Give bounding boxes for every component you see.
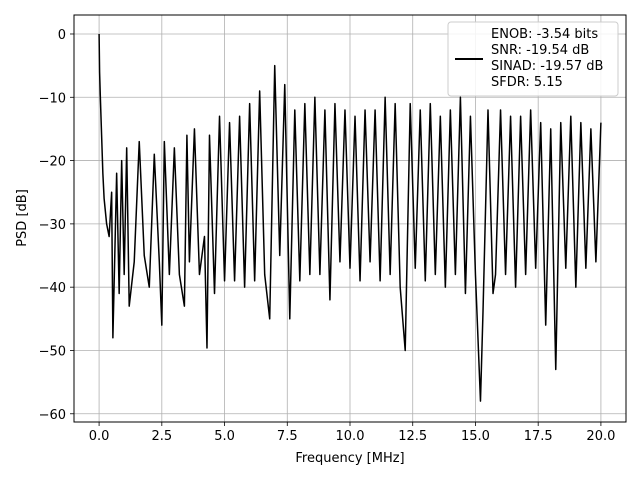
legend: ENOB: -3.54 bits SNR: -19.54 dB SINAD: -…	[447, 21, 619, 97]
y-axis-label: PSD [dB]	[15, 189, 30, 247]
legend-sfdr: SFDR: 5.15	[491, 75, 563, 90]
legend-enob: ENOB: -3.54 bits	[491, 27, 598, 42]
x-axis-ticks: 0.0 2.5 5.0 7.5 10.0 12.5 15.0 17.5 20.0	[89, 422, 615, 444]
y-tick-label: −60	[39, 408, 66, 423]
y-tick-label: −30	[39, 218, 66, 233]
x-tick-label: 7.5	[277, 429, 298, 444]
x-tick-label: 17.5	[524, 429, 553, 444]
y-tick-label: −20	[39, 155, 66, 170]
x-tick-label: 5.0	[214, 429, 235, 444]
x-tick-label: 2.5	[151, 429, 172, 444]
x-tick-label: 15.0	[461, 429, 490, 444]
psd-series-line	[98, 33, 602, 402]
series-layer	[98, 33, 602, 402]
x-tick-label: 20.0	[586, 429, 615, 444]
y-axis-ticks: 0 −10 −20 −30 −40 −50 −60	[39, 28, 74, 423]
y-tick-label: 0	[58, 28, 66, 43]
y-tick-label: −50	[39, 344, 66, 359]
y-tick-label: −40	[39, 281, 66, 296]
legend-box	[447, 21, 619, 97]
legend-snr: SNR: -19.54 dB	[491, 43, 589, 58]
legend-sinad: SINAD: -19.57 dB	[491, 59, 603, 74]
x-tick-label: 10.0	[336, 429, 365, 444]
x-axis-label: Frequency [MHz]	[295, 451, 404, 466]
x-tick-label: 0.0	[89, 429, 110, 444]
y-tick-label: −10	[39, 91, 66, 106]
x-tick-label: 12.5	[398, 429, 427, 444]
